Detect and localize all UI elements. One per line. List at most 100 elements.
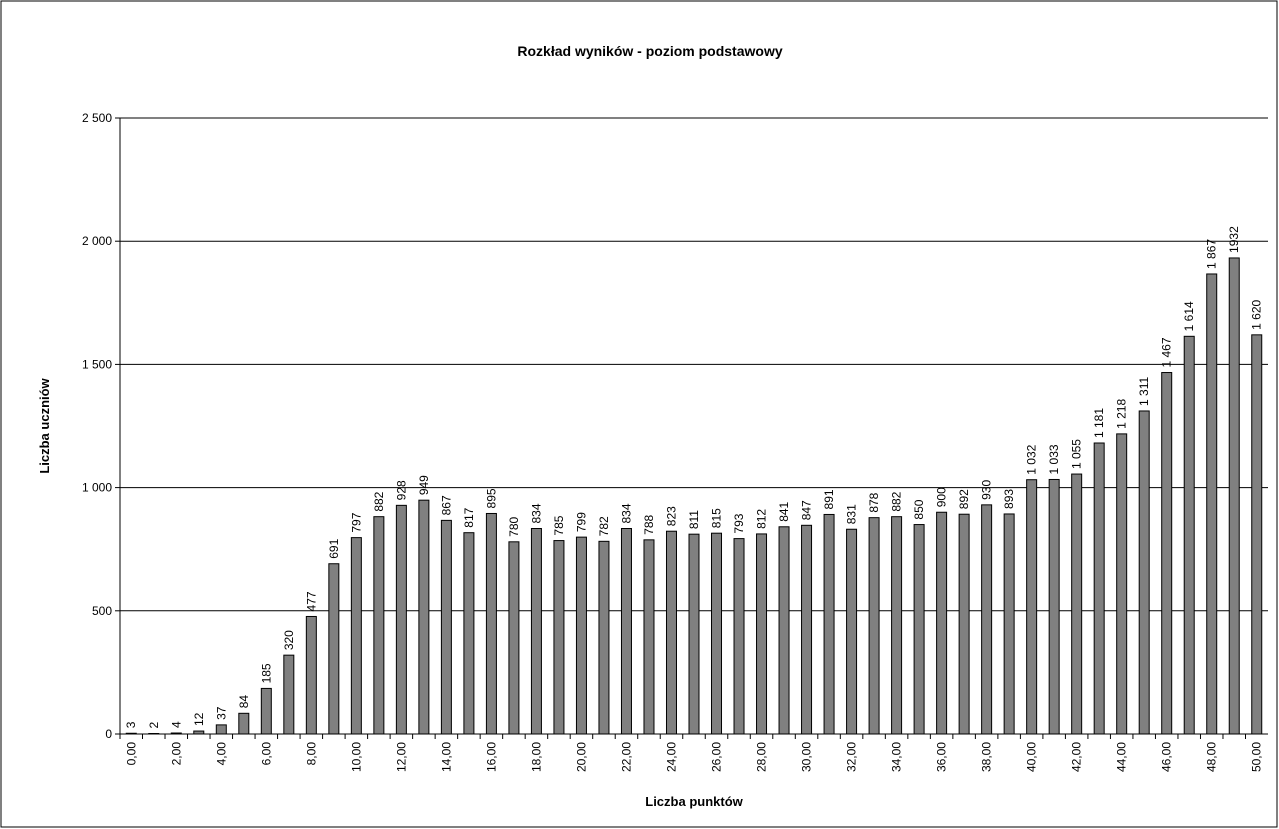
value-label: 891 [822,489,836,509]
bar [170,732,182,735]
bar [778,526,790,735]
x-tick-label: 8,00 [304,742,318,766]
bar [711,532,723,735]
bar [936,511,948,735]
bar [1183,335,1195,735]
x-tick-label: 2,00 [169,742,183,766]
bar [1026,479,1038,735]
value-label: 930 [980,480,994,500]
bar [260,687,272,735]
bar [756,533,768,735]
value-label: 782 [597,516,611,536]
bar [125,732,137,735]
value-label: 691 [327,538,341,558]
x-tick-label: 50,00 [1250,742,1264,772]
x-axis-title: Liczba punktów [645,794,743,809]
value-label: 185 [259,663,273,683]
x-tick-label: 30,00 [800,742,814,772]
y-tick-label: 0 [105,727,112,741]
bar [328,563,340,735]
value-label: 1 614 [1182,301,1196,331]
value-label: 3 [124,721,138,728]
value-label: 1 620 [1250,299,1264,329]
value-label: 799 [574,512,588,532]
x-tick-label: 0,00 [124,742,138,766]
bar [463,532,475,735]
value-label: 949 [417,475,431,495]
x-tick-label: 10,00 [349,742,363,772]
value-label: 1 867 [1205,239,1219,269]
x-tick-label: 38,00 [980,742,994,772]
value-label: 831 [845,504,859,524]
x-tick-label: 14,00 [439,742,453,772]
value-label: 1 033 [1047,444,1061,474]
value-label: 4 [169,721,183,728]
value-label: 823 [664,506,678,526]
value-label: 1 055 [1070,439,1084,469]
value-label: 1932 [1227,226,1241,253]
bar [1161,372,1173,735]
bar [215,724,227,735]
x-tick-label: 6,00 [259,742,273,766]
x-tick-label: 4,00 [214,742,228,766]
bar [1048,478,1060,735]
value-label: 895 [484,488,498,508]
x-tick-label: 16,00 [484,742,498,772]
bar [1071,473,1083,735]
value-label: 882 [890,491,904,511]
value-label: 788 [642,514,656,534]
chart-title: Rozkład wyników - poziom podstawowy [517,43,782,59]
x-tick-label: 42,00 [1070,742,1084,772]
value-label: 812 [755,509,769,529]
value-label: 815 [710,508,724,528]
value-label: 928 [394,480,408,500]
bar [801,524,813,735]
bar [395,504,407,735]
y-tick-label: 500 [92,604,112,618]
bar [1116,433,1128,735]
value-label: 1 218 [1115,399,1129,429]
bar [1003,513,1015,735]
x-tick-label: 48,00 [1205,742,1219,772]
value-label: 834 [619,503,633,523]
x-tick-label: 22,00 [619,742,633,772]
value-label: 1 181 [1092,408,1106,438]
x-tick-label: 20,00 [574,742,588,772]
value-label: 878 [867,492,881,512]
value-label: 477 [304,591,318,611]
y-tick-label: 2 500 [82,111,112,125]
x-tick-label: 36,00 [935,742,949,772]
x-tick-label: 46,00 [1160,742,1174,772]
value-label: 892 [957,489,971,509]
x-tick-label: 12,00 [394,742,408,772]
x-tick-label: 26,00 [710,742,724,772]
value-label: 811 [687,510,701,529]
value-label: 1 311 [1137,377,1151,406]
value-label: 37 [214,706,228,720]
bar [665,530,677,735]
x-tick-label: 28,00 [755,742,769,772]
y-axis-title: Liczba uczniów [37,377,52,473]
bar [868,517,880,735]
bar [485,512,497,735]
bar [823,513,835,735]
y-tick-label: 1 500 [82,357,112,371]
y-tick-label: 1 000 [82,481,112,495]
bar [418,499,430,735]
value-label: 12 [192,712,206,726]
bar [238,712,250,735]
value-label: 84 [237,695,251,709]
bar [350,537,362,735]
bar [846,528,858,735]
bar [1251,334,1263,735]
bar [913,524,925,735]
value-label: 850 [912,499,926,519]
bar [530,528,542,735]
x-tick-label: 18,00 [529,742,543,772]
value-label: 817 [462,507,476,527]
bar [643,539,655,735]
bar [508,541,520,735]
x-tick-label: 44,00 [1115,742,1129,772]
bar [283,654,295,735]
